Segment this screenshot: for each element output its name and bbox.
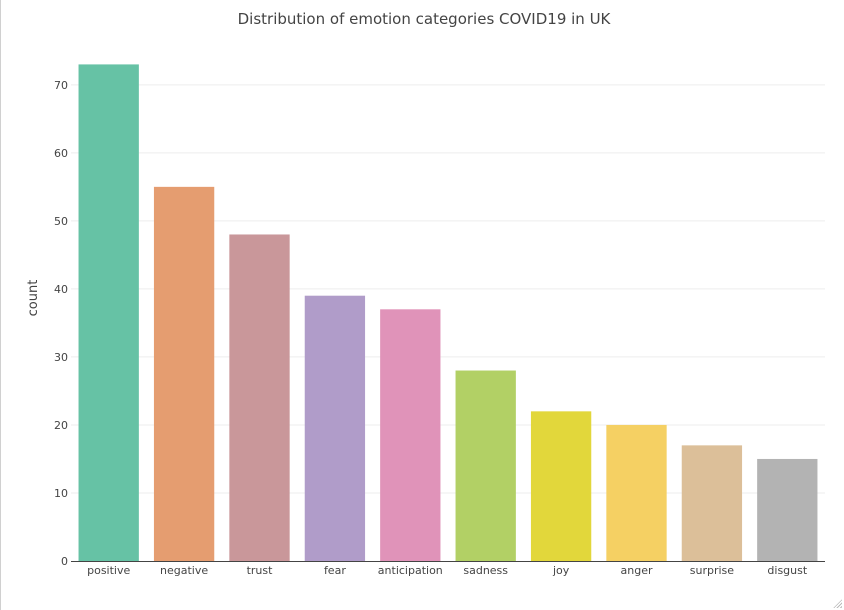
bar-joy[interactable] — [530, 411, 592, 561]
bar-positive[interactable] — [78, 64, 139, 561]
y-tick-label: 0 — [61, 555, 68, 568]
y-tick-label: 70 — [54, 79, 68, 92]
x-tick-label-sadness: sadness — [463, 564, 508, 577]
bar-anticipation[interactable] — [380, 309, 441, 561]
x-tick-label-trust: trust — [247, 564, 274, 577]
x-tick-label-disgust: disgust — [767, 564, 807, 577]
x-tick-labels: positive negative trust fear anticipation sad… — [87, 564, 808, 577]
y-axis-label: count — [26, 280, 41, 317]
y-tick-label: 60 — [54, 147, 68, 160]
x-tick-label-joy: joy — [552, 564, 570, 577]
y-tick-label: 10 — [54, 487, 68, 500]
resize-grip-icon[interactable] — [832, 598, 842, 608]
y-tick-label: 40 — [54, 283, 68, 296]
y-tick-labels: 0 10 20 30 40 50 60 70 — [54, 79, 68, 568]
chart-title: Distribution of emotion categories COVID… — [238, 10, 612, 28]
bar-sadness[interactable] — [455, 370, 516, 561]
x-tick-label-anticipation: anticipation — [378, 564, 443, 577]
y-tick-label: 20 — [54, 419, 68, 432]
bar-anger[interactable] — [606, 424, 667, 561]
bar-fear[interactable] — [304, 295, 366, 561]
x-tick-label-negative: negative — [160, 564, 208, 577]
bar-surprise[interactable] — [681, 445, 743, 561]
bars — [78, 64, 818, 561]
x-tick-label-positive: positive — [87, 564, 130, 577]
bar-trust[interactable] — [229, 234, 290, 561]
bar-disgust[interactable] — [757, 458, 818, 561]
x-tick-label-surprise: surprise — [690, 564, 735, 577]
bar-negative[interactable] — [153, 186, 215, 561]
x-tick-label-anger: anger — [621, 564, 653, 577]
x-tick-label-fear: fear — [324, 564, 346, 577]
y-tick-label: 50 — [54, 215, 68, 228]
y-tick-label: 30 — [54, 351, 68, 364]
